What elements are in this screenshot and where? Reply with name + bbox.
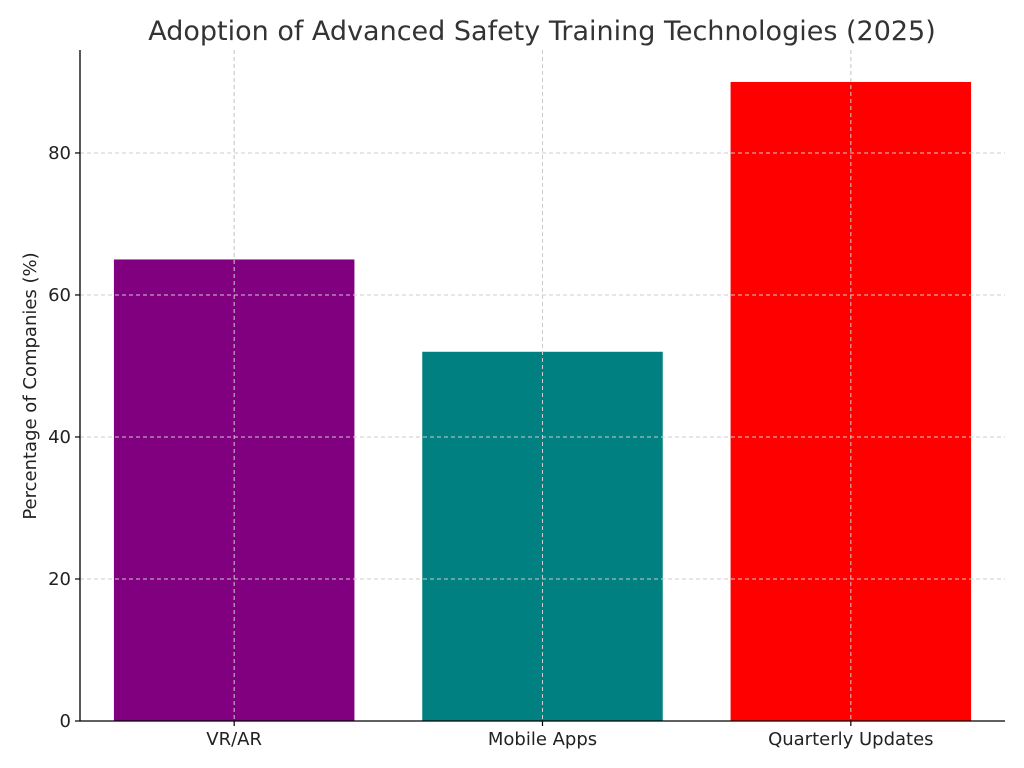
y-tick-label: 40 (48, 427, 71, 448)
y-tick-label: 0 (60, 711, 71, 732)
bars (113, 81, 972, 721)
grid-lines-overlay (80, 50, 1005, 721)
chart-title: Adoption of Advanced Safety Training Tec… (148, 16, 936, 47)
x-tick-label: Mobile Apps (488, 729, 597, 750)
x-tick-label: VR/AR (206, 729, 262, 750)
y-tick-label: 60 (48, 285, 71, 306)
x-tick-label: Quarterly Updates (768, 729, 933, 750)
y-ticks: 0 20 40 60 80 (48, 143, 80, 732)
y-tick-label: 80 (48, 143, 71, 164)
bar (113, 259, 355, 721)
y-tick-label: 20 (48, 569, 71, 590)
y-axis-label: Percentage of Companies (%) (20, 252, 41, 519)
x-ticks: VR/AR Mobile Apps Quarterly Updates (206, 721, 934, 750)
